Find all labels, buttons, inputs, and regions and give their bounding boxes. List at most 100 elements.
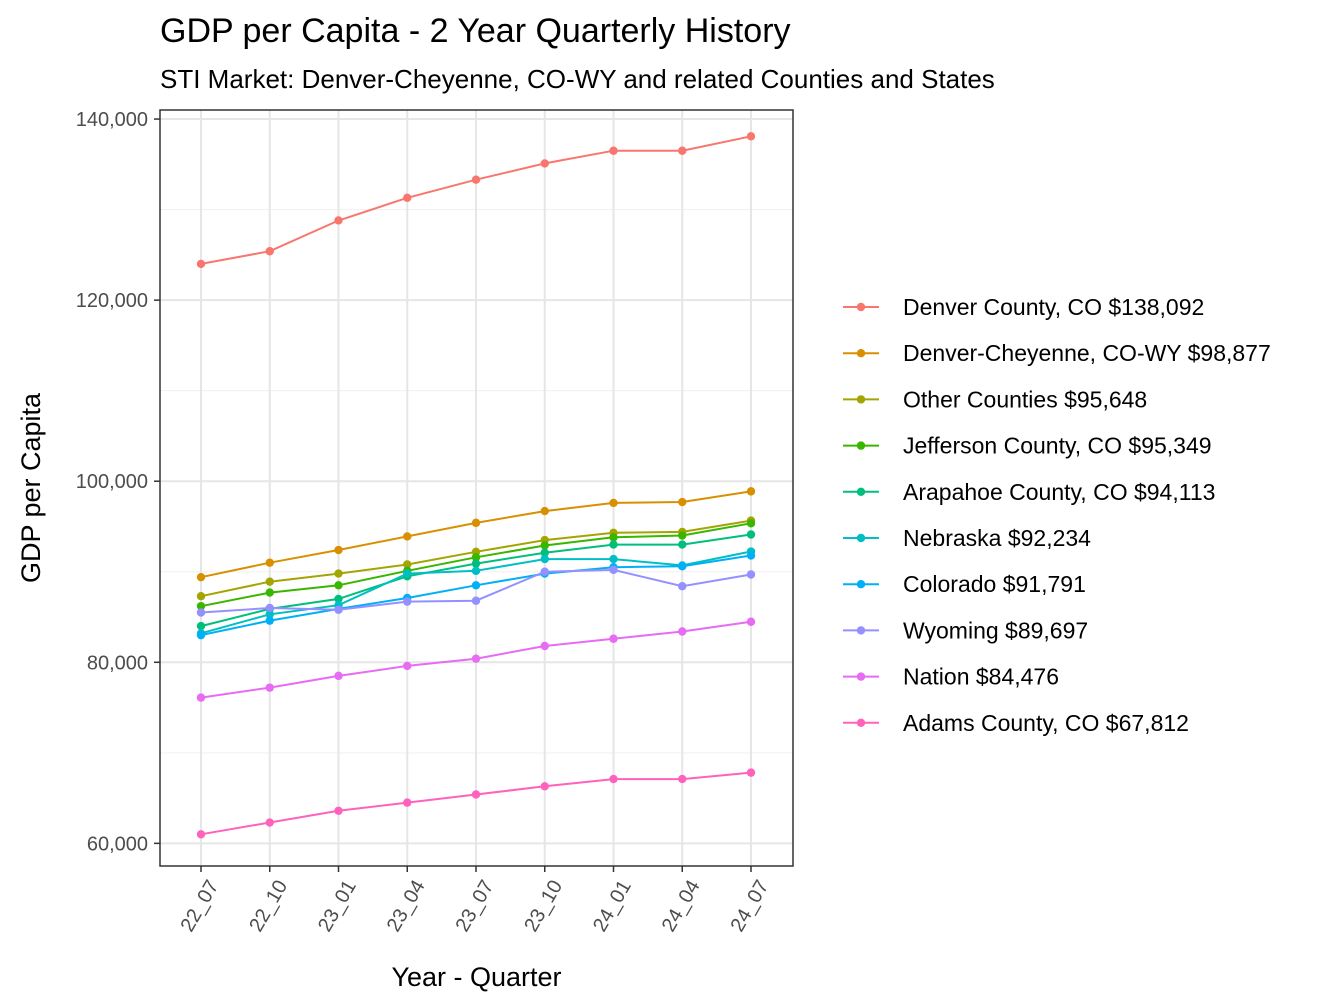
grid xyxy=(160,110,793,866)
data-point xyxy=(540,159,549,168)
legend-label: Nation $84,476 xyxy=(903,664,1059,690)
data-point xyxy=(540,554,549,564)
data-point xyxy=(334,545,343,555)
data-point xyxy=(196,608,206,617)
data-point xyxy=(746,768,756,777)
legend-item: Arapahoe County, CO $94,113 xyxy=(843,479,1215,505)
legend-item: Jefferson County, CO $95,349 xyxy=(843,433,1212,459)
data-point xyxy=(403,193,412,203)
series-7 xyxy=(196,565,756,617)
legend-item: Wyoming $89,697 xyxy=(843,617,1088,643)
data-point xyxy=(334,569,343,578)
series-9 xyxy=(196,768,756,839)
data-point xyxy=(403,560,412,569)
x-tick-label: 24_01 xyxy=(589,877,636,936)
legend-label: Denver County, CO $138,092 xyxy=(903,294,1204,320)
series-0 xyxy=(196,132,756,269)
data-point xyxy=(609,554,618,564)
legend-item: Denver-Cheyenne, CO-WY $98,877 xyxy=(843,340,1271,366)
data-point xyxy=(196,259,206,269)
legend-label: Colorado $91,791 xyxy=(903,571,1086,597)
data-point xyxy=(609,634,618,643)
legend-key-point xyxy=(856,349,866,358)
data-point xyxy=(678,562,687,571)
y-tick-label: 120,000 xyxy=(76,290,148,312)
data-point xyxy=(471,654,481,663)
legend-key-point xyxy=(856,580,866,589)
x-axis: 22_07 22_10 23_01 23_04 23_07 23_10 24_01 24_04… xyxy=(177,866,774,936)
data-point xyxy=(540,541,549,550)
data-point xyxy=(540,506,549,516)
legend-key-point xyxy=(856,395,866,404)
legend-key-point xyxy=(856,302,866,312)
legend-label: Nebraska $92,234 xyxy=(903,525,1091,551)
legend-item: Colorado $91,791 xyxy=(843,571,1086,597)
data-point xyxy=(540,782,549,791)
x-tick-label: 24_04 xyxy=(658,877,705,936)
data-point xyxy=(678,540,687,549)
legend-key-point xyxy=(856,487,866,496)
data-point xyxy=(265,610,274,619)
data-point xyxy=(471,790,481,799)
data-point xyxy=(609,540,618,549)
data-point xyxy=(334,594,343,604)
data-point xyxy=(334,605,343,614)
data-point xyxy=(746,617,756,626)
data-point xyxy=(196,693,206,702)
legend-label: Wyoming $89,697 xyxy=(903,617,1088,643)
data-point xyxy=(403,532,412,541)
data-point xyxy=(334,581,343,590)
x-tick-label: 24_07 xyxy=(727,877,774,936)
legend-key-point xyxy=(856,441,866,450)
x-axis-title: Year - Quarter xyxy=(391,962,561,992)
data-point xyxy=(196,621,206,631)
legend-label: Adams County, CO $67,812 xyxy=(903,710,1189,736)
x-tick-label: 22_10 xyxy=(245,877,292,936)
data-point xyxy=(746,132,756,141)
data-point xyxy=(678,774,687,784)
data-point xyxy=(609,565,618,575)
x-tick-label: 23_04 xyxy=(383,877,430,936)
data-point xyxy=(403,661,412,671)
data-point xyxy=(265,247,274,256)
legend-label: Denver-Cheyenne, CO-WY $98,877 xyxy=(903,340,1271,366)
y-tick-label: 100,000 xyxy=(76,471,148,493)
data-point xyxy=(746,519,756,528)
data-point xyxy=(196,601,206,611)
y-axis: 60,000 80,000 100,000 120,000 140,000 xyxy=(76,109,160,855)
data-point xyxy=(471,581,481,590)
data-point xyxy=(334,671,343,681)
data-point xyxy=(265,577,274,586)
data-point xyxy=(471,559,481,568)
data-point xyxy=(334,216,343,225)
data-point xyxy=(609,498,618,508)
legend-key-point xyxy=(856,533,866,543)
x-tick-label: 23_07 xyxy=(452,877,499,936)
series-8 xyxy=(196,617,756,702)
data-point xyxy=(540,641,549,651)
data-point xyxy=(403,569,412,578)
data-point xyxy=(196,591,206,601)
data-point xyxy=(471,553,481,562)
legend-label: Jefferson County, CO $95,349 xyxy=(903,433,1212,459)
legend-key-point xyxy=(856,626,866,635)
legend-item: Denver County, CO $138,092 xyxy=(843,294,1204,320)
data-point xyxy=(265,818,274,827)
data-point xyxy=(403,798,412,807)
y-tick-label: 60,000 xyxy=(87,833,148,855)
legend-item: Adams County, CO $67,812 xyxy=(843,710,1189,736)
chart-title: GDP per Capita - 2 Year Quarterly Histor… xyxy=(160,12,791,50)
legend-label: Other Counties $95,648 xyxy=(903,386,1147,412)
series-group xyxy=(196,132,756,839)
data-point xyxy=(746,551,756,560)
data-point xyxy=(265,683,274,692)
data-point xyxy=(334,806,343,815)
legend-key-point xyxy=(856,718,866,727)
legend-label: Arapahoe County, CO $94,113 xyxy=(903,479,1215,505)
y-tick-label: 140,000 xyxy=(76,109,148,131)
data-point xyxy=(471,596,481,605)
legend-item: Other Counties $95,648 xyxy=(843,386,1147,412)
data-point xyxy=(746,570,756,579)
x-tick-label: 23_10 xyxy=(520,877,567,936)
